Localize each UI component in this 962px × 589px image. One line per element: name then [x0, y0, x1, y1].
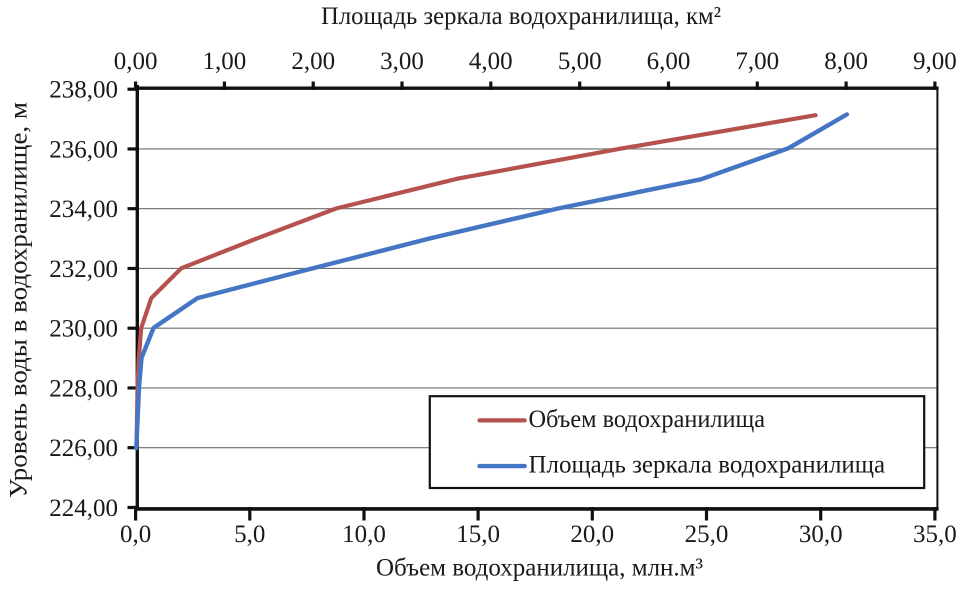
svg-text:2,00: 2,00 [291, 48, 335, 75]
svg-text:Объем водохранилища, млн.м³: Объем водохранилища, млн.м³ [376, 555, 703, 582]
svg-text:0,00: 0,00 [114, 48, 158, 75]
svg-text:15,0: 15,0 [456, 521, 500, 548]
svg-text:226,00: 226,00 [49, 435, 118, 462]
svg-text:5,0: 5,0 [234, 521, 265, 548]
svg-text:Уровень воды в водохранилище,: Уровень воды в водохранилище, м [6, 102, 33, 498]
svg-text:10,0: 10,0 [342, 521, 386, 548]
svg-text:3,00: 3,00 [380, 48, 424, 75]
svg-text:8,00: 8,00 [824, 48, 868, 75]
svg-text:Объем водохранилища: Объем водохранилища [529, 406, 766, 433]
svg-text:238,00: 238,00 [49, 77, 118, 104]
svg-text:234,00: 234,00 [49, 196, 118, 223]
svg-text:224,00: 224,00 [49, 495, 118, 522]
svg-text:4,00: 4,00 [469, 48, 513, 75]
svg-text:0,0: 0,0 [120, 521, 151, 548]
svg-text:Площадь зеркала водохранилища,: Площадь зеркала водохранилища, км² [321, 3, 721, 30]
svg-text:236,00: 236,00 [49, 136, 118, 163]
svg-text:25,0: 25,0 [685, 521, 729, 548]
svg-text:1,00: 1,00 [203, 48, 247, 75]
svg-text:35,0: 35,0 [913, 521, 957, 548]
svg-text:5,00: 5,00 [558, 48, 602, 75]
svg-text:20,0: 20,0 [570, 521, 614, 548]
svg-text:228,00: 228,00 [49, 375, 118, 402]
svg-text:232,00: 232,00 [49, 256, 118, 283]
svg-text:230,00: 230,00 [49, 316, 118, 343]
svg-text:7,00: 7,00 [735, 48, 779, 75]
svg-text:9,00: 9,00 [913, 48, 957, 75]
svg-text:Площадь зеркала водохранилища: Площадь зеркала водохранилища [529, 451, 886, 478]
svg-text:30,0: 30,0 [799, 521, 843, 548]
svg-text:6,00: 6,00 [647, 48, 691, 75]
